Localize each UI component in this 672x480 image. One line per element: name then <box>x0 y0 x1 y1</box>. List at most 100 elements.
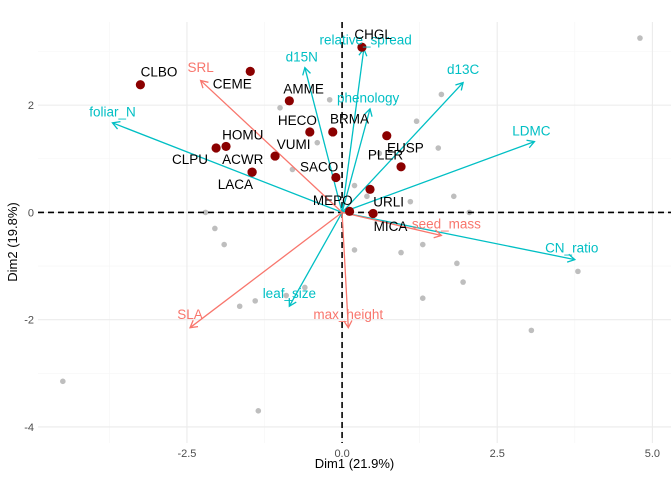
variable-label-SLA: SLA <box>177 307 203 322</box>
y-axis-title: Dim2 (19.8%) <box>5 202 20 281</box>
point-eusp <box>382 131 392 141</box>
point-clbo <box>135 80 145 90</box>
arrow-d15N <box>302 66 343 213</box>
background-point <box>435 145 442 151</box>
species-label-clbo: CLBO <box>141 65 178 80</box>
point-vumi <box>270 151 280 161</box>
point-laca <box>247 167 257 177</box>
variable-arrows <box>111 47 577 330</box>
point-chgl <box>357 42 367 52</box>
arrow-SRL <box>199 79 343 213</box>
arrow-CN-ratio <box>341 211 577 263</box>
species-label-homu: HOMU <box>222 127 263 142</box>
variable-label-foliar-N: foliar_N <box>89 105 136 120</box>
background-point <box>202 209 209 216</box>
background-point <box>60 378 66 385</box>
species-label-brma: BRMA <box>330 112 369 127</box>
species-points <box>135 42 406 219</box>
variable-label-relative-spread: relative_spread <box>320 32 412 47</box>
background-point <box>407 198 414 205</box>
species-label-urli: URLI <box>373 194 404 209</box>
species-label-clpu: CLPU <box>172 152 208 167</box>
species-label-acwr: ACWR <box>222 152 263 167</box>
grid <box>38 22 671 443</box>
background-point <box>255 408 262 414</box>
x-tick-label: 2.5 <box>490 448 505 460</box>
point-homu <box>221 141 231 152</box>
x-tick-label: 0.0 <box>334 448 349 460</box>
background-point <box>575 268 581 275</box>
species-label-vumi: VUMI <box>277 137 311 152</box>
background-point <box>528 327 535 334</box>
background-point <box>450 193 457 200</box>
arrow-d13C <box>341 81 464 213</box>
variable-label-CN-ratio: CN_ratio <box>545 240 598 255</box>
background-point <box>376 150 383 157</box>
x-tick-label: -2.5 <box>177 448 196 460</box>
arrow-max-height <box>341 212 353 330</box>
point-mica <box>368 208 378 219</box>
y-tick-label: -4 <box>24 422 34 434</box>
background-point <box>314 139 321 146</box>
background-point <box>302 284 308 291</box>
point-clpu <box>211 143 221 153</box>
species-label-chgl: CHGL <box>354 27 392 42</box>
arrow-phenology <box>341 107 373 213</box>
background-point <box>351 182 358 189</box>
species-label-mica: MICA <box>374 219 408 234</box>
background-point <box>413 118 420 125</box>
background-point <box>398 249 404 256</box>
species-label-amme: AMME <box>283 82 324 97</box>
arrow-SLA <box>189 211 343 329</box>
arrow-leaf-size <box>288 212 343 308</box>
background-point <box>326 96 333 103</box>
species-label-mepo: MEPO <box>313 193 353 208</box>
x-tick-label: 5.0 <box>645 448 660 460</box>
background-point <box>454 260 460 267</box>
arrow-relative-spread <box>341 47 368 213</box>
species-label-eusp: EUSP <box>387 141 424 156</box>
species-label-laca: LACA <box>218 177 253 192</box>
point-mepo <box>344 206 355 216</box>
background-point <box>419 241 426 248</box>
background-point <box>460 279 466 285</box>
variable-label-phenology: phenology <box>337 90 400 105</box>
background-point <box>438 91 445 98</box>
variable-label-leaf-size: leaf_size <box>263 286 316 301</box>
background-point <box>221 241 227 248</box>
background-point <box>351 247 358 253</box>
variable-label-d15N: d15N <box>286 49 318 64</box>
species-label-pler: PLER <box>368 148 404 163</box>
y-tick-label: 2 <box>28 100 34 112</box>
arrow-foliar-N <box>111 120 343 213</box>
x-axis-title: Dim1 (21.9%) <box>315 456 394 471</box>
background-point <box>252 298 259 304</box>
variable-label-seed-mass: seed_mass <box>412 216 481 231</box>
variable-label-max-height: max_height <box>313 307 383 322</box>
arrow-LDMC <box>341 139 536 213</box>
y-tick-label: 0 <box>28 207 34 219</box>
species-labels: CHGL CLBO CEME AMME HECO BRMA HOMU CLPU VUMI ACWR… <box>141 27 424 234</box>
y-tick-label: -2 <box>24 315 34 327</box>
species-label-ceme: CEME <box>213 76 252 91</box>
background-point <box>236 303 243 310</box>
variable-label-SRL: SRL <box>187 60 214 75</box>
background-point <box>277 105 283 111</box>
background-point <box>637 35 643 41</box>
point-heco <box>305 127 315 137</box>
tick-labels: -2.5 0.0 2.5 5.0 -4 -2 0 2 <box>24 100 660 460</box>
point-saco <box>331 172 341 183</box>
species-label-saco: SACO <box>300 159 338 174</box>
background-point <box>419 295 426 301</box>
species-label-heco: HECO <box>278 113 317 128</box>
variable-label-d13C: d13C <box>447 62 480 77</box>
arrow-seed-mass <box>341 211 443 239</box>
variable-label-LDMC: LDMC <box>512 124 551 139</box>
point-brma <box>328 127 338 137</box>
background-point <box>212 225 218 232</box>
background-point <box>364 193 370 200</box>
zero-lines <box>38 22 671 443</box>
point-urli <box>365 184 375 194</box>
